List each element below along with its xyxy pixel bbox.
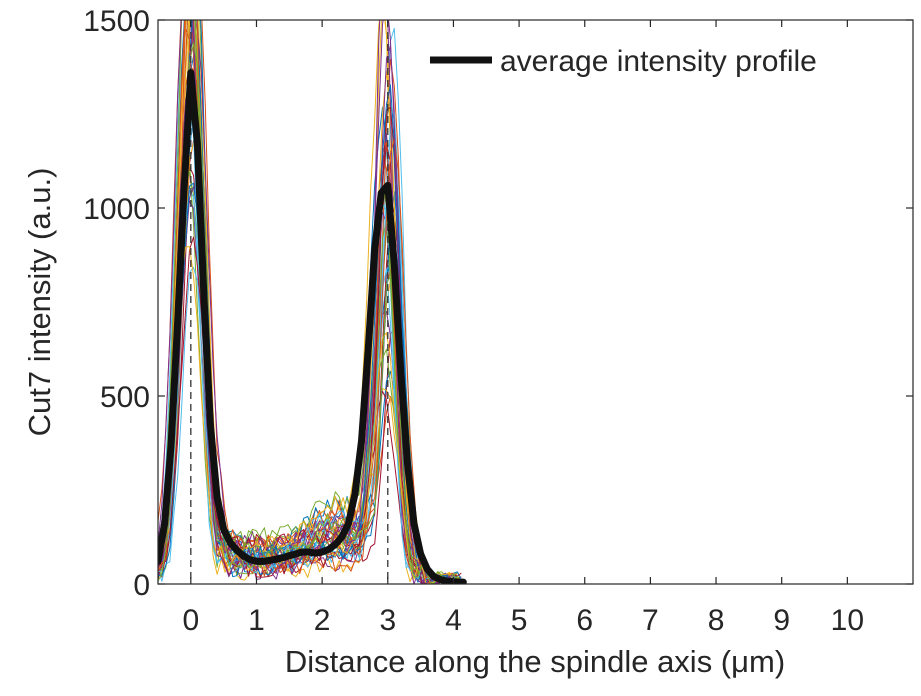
y-axis: 0 500 1000 1500 (83, 5, 913, 602)
x-tick-label: 3 (379, 604, 396, 637)
y-tick-label: 500 (100, 381, 150, 414)
x-tick-label: 7 (642, 604, 659, 637)
reference-lines (190, 20, 389, 584)
y-tick-label: 1000 (83, 193, 150, 226)
x-tick-label: 1 (248, 604, 265, 637)
plot-frame (157, 19, 914, 585)
x-tick-label: 6 (576, 604, 593, 637)
x-tick-label: 2 (314, 604, 331, 637)
y-tick-label: 0 (133, 569, 150, 602)
x-tick-label: 4 (445, 604, 462, 637)
y-axis-label: Cut7 intensity (a.u.) (22, 168, 57, 437)
individual-profile-line (158, 133, 454, 582)
x-tick-label: 9 (773, 604, 790, 637)
x-tick-label: 5 (511, 604, 528, 637)
legend-entry-label: average intensity profile (500, 45, 817, 78)
x-axis: 0 1 2 3 4 5 6 7 8 9 10 (182, 20, 864, 637)
x-tick-label: 0 (182, 604, 199, 637)
x-tick-label: 8 (708, 604, 725, 637)
plot-area (158, 20, 913, 584)
individual-profile-line (158, 110, 462, 584)
x-axis-label: Distance along the spindle axis (μm) (285, 644, 785, 679)
x-tick-label: 10 (831, 604, 864, 637)
legend: average intensity profile (430, 45, 817, 78)
average-profile (158, 69, 467, 584)
average-intensity-line (158, 69, 467, 584)
y-tick-label: 1500 (83, 5, 150, 38)
